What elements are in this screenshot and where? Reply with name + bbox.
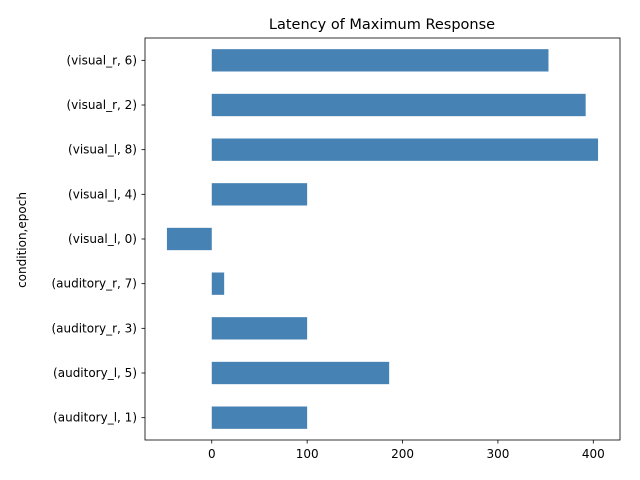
y-tick-label: (auditory_l, 5) [53,366,137,380]
y-tick-label: (visual_r, 6) [66,53,137,67]
bar [211,138,599,161]
bar [211,183,308,206]
y-tick-label: (visual_l, 0) [68,232,137,246]
bar [211,93,586,117]
bar [211,317,308,340]
y-axis-ticks: (auditory_l, 1) (auditory_l, 5) (auditory_… [51,53,145,425]
bar [211,49,549,72]
bar [211,406,308,429]
bar [211,272,225,295]
y-tick-label: (auditory_r, 3) [51,321,137,335]
x-axis-ticks: 0 100 200 300 400 [208,440,605,461]
chart-title: Latency of Maximum Response [269,17,495,33]
y-axis-label: condition,epoch [15,192,29,288]
y-tick-label: (auditory_r, 7) [51,277,137,291]
y-tick-label: (visual_l, 4) [68,187,137,201]
bar [166,227,212,251]
x-tick-label: 300 [486,447,509,461]
y-tick-label: (visual_r, 2) [66,98,137,112]
x-tick-label: 0 [208,447,216,461]
y-tick-label: (visual_l, 8) [68,143,137,157]
bars [166,49,599,429]
y-tick-label: (auditory_l, 1) [53,411,137,425]
x-tick-label: 100 [296,447,319,461]
x-tick-label: 400 [582,447,605,461]
x-tick-label: 200 [391,447,414,461]
bar [211,361,390,385]
plot-frame [144,37,621,441]
